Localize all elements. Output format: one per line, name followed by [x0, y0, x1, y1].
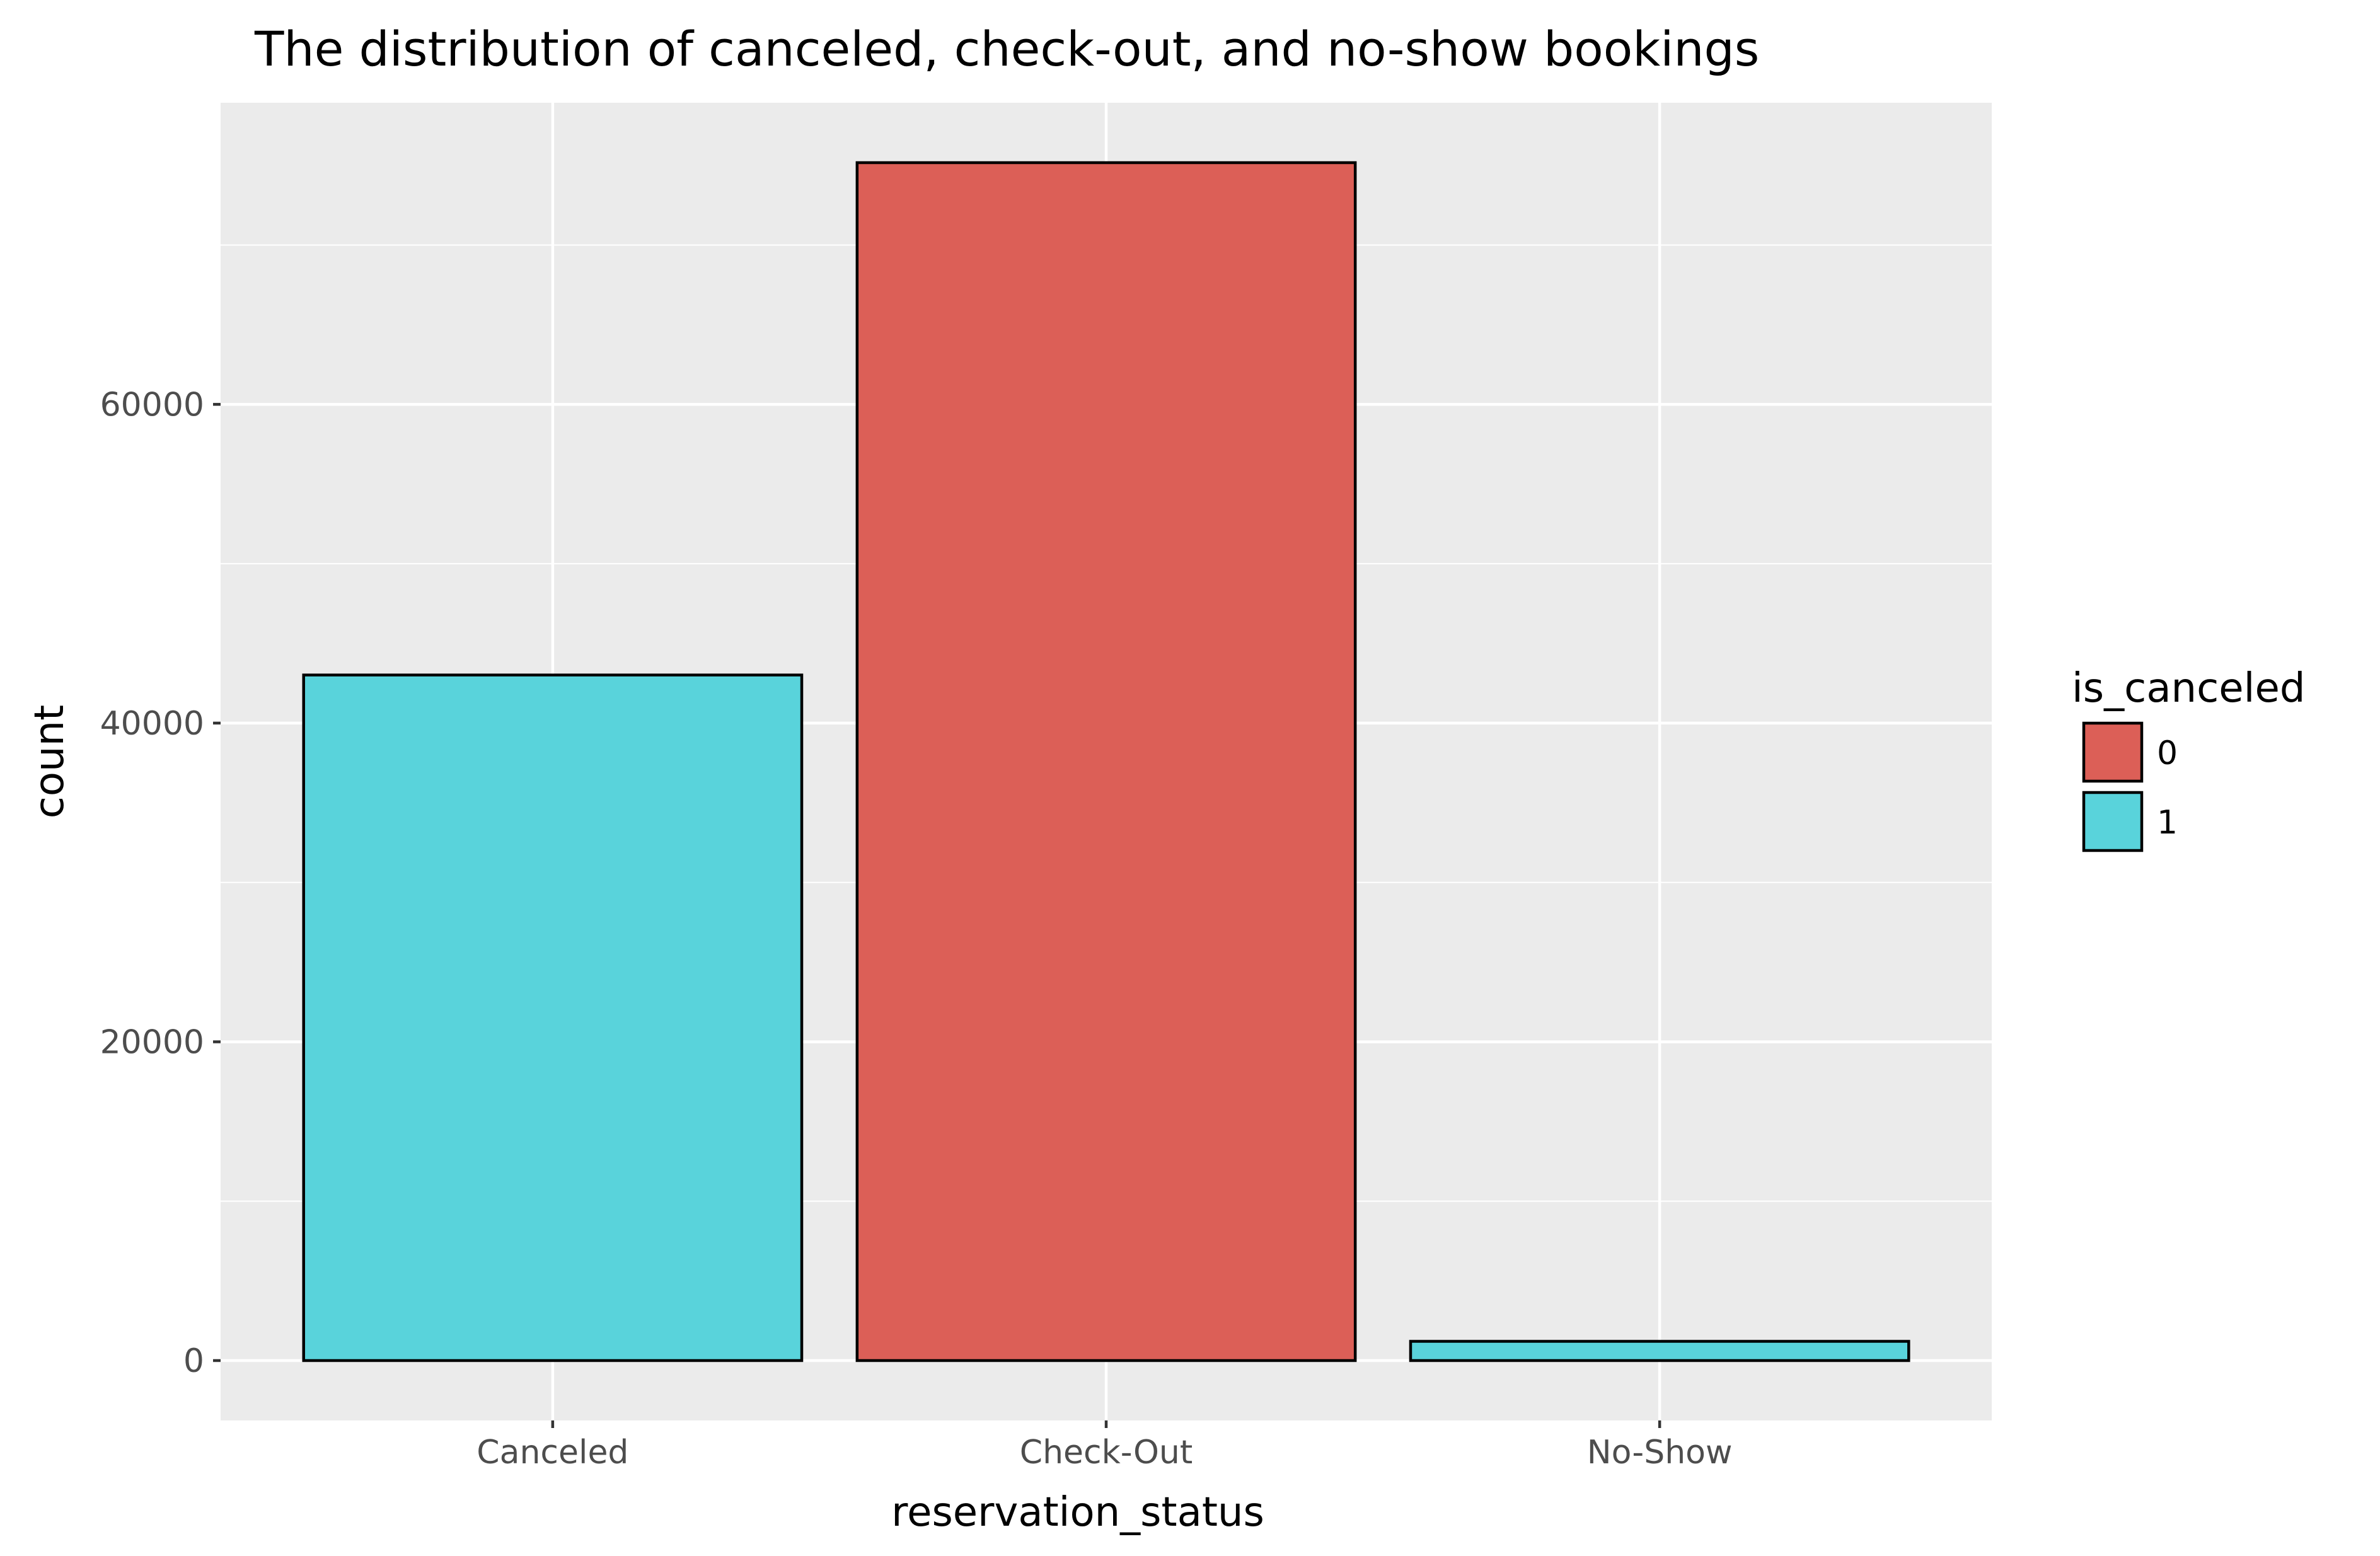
- legend-key-1: [2082, 791, 2144, 852]
- x-axis-title: reservation_status: [891, 1489, 1264, 1536]
- x-tick-label: Check-Out: [1020, 1434, 1193, 1472]
- chart-title: The distribution of canceled, check-out,…: [254, 21, 1759, 77]
- y-tick-label: 0: [183, 1342, 204, 1380]
- y-tick-label: 20000: [100, 1023, 204, 1061]
- legend-label-1: 1: [2157, 804, 2178, 842]
- x-tick-label: Canceled: [477, 1434, 628, 1472]
- bar-check-out: [855, 161, 1357, 1362]
- y-axis-title: count: [26, 705, 73, 819]
- legend: is_canceled 0 1: [2072, 665, 2305, 852]
- y-tick-label: 40000: [100, 705, 204, 743]
- legend-key-0: [2082, 721, 2144, 783]
- legend-label-0: 0: [2157, 734, 2178, 772]
- bars: [302, 161, 1910, 1362]
- bar-no-show: [1409, 1340, 1910, 1362]
- x-tick-label: No-Show: [1587, 1434, 1733, 1472]
- axes: 0 20000 40000 60000 Canceled Check-Out No-Show: [100, 386, 1733, 1472]
- bar-canceled: [302, 673, 804, 1362]
- y-tick-label: 60000: [100, 386, 204, 424]
- legend-title: is_canceled: [2072, 665, 2305, 712]
